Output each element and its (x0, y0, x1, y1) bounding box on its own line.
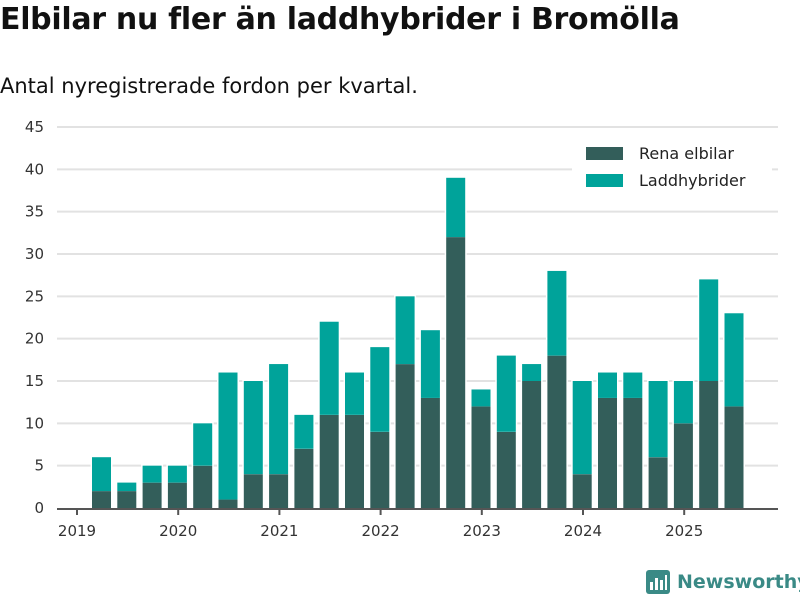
bar-laddhybrider (547, 270, 567, 356)
bar-rena-elbilar (243, 474, 263, 508)
bar-rena-elbilar (446, 237, 466, 509)
bar-rena-elbilar (724, 406, 744, 508)
bar-laddhybrider (269, 364, 289, 475)
bar-rena-elbilar (547, 355, 567, 508)
x-tick-label: 2020 (159, 522, 197, 540)
bar-laddhybrider (572, 381, 592, 475)
x-tick-label: 2024 (564, 522, 602, 540)
bar-laddhybrider (598, 372, 617, 398)
bar-laddhybrider (117, 482, 137, 492)
bar-rena-elbilar (345, 414, 364, 508)
legend-label: Laddhybrider (639, 171, 746, 190)
bar-laddhybrider (319, 321, 339, 415)
chart-subtitle: Antal nyregistrerade fordon per kvartal. (0, 74, 418, 98)
bar-rena-elbilar (269, 474, 289, 508)
bar-rena-elbilar (92, 491, 111, 508)
bar-laddhybrider (142, 465, 162, 483)
newsworthy-logo: Newsworthy (645, 569, 800, 595)
x-tick-label: 2021 (260, 522, 298, 540)
bar-rena-elbilar (142, 482, 162, 508)
bar-laddhybrider (471, 389, 491, 407)
legend-swatch (586, 147, 623, 160)
bar-rena-elbilar (395, 364, 415, 508)
y-tick-label: 5 (34, 457, 44, 475)
bar-rena-elbilar (167, 482, 187, 508)
bar-laddhybrider (522, 364, 542, 381)
bar-rena-elbilar (218, 499, 238, 508)
brand-name: Newsworthy (677, 571, 800, 593)
x-tick-label: 2025 (665, 522, 703, 540)
bar-rena-elbilar (699, 381, 719, 508)
bar-rena-elbilar (420, 397, 440, 508)
bar-laddhybrider (623, 372, 643, 398)
bar-rena-elbilar (117, 491, 137, 508)
y-tick-label: 15 (25, 372, 44, 390)
x-tick-label: 2023 (463, 522, 501, 540)
bar-laddhybrider (446, 177, 466, 238)
bar-rena-elbilar (294, 448, 314, 508)
bar-rena-elbilar (572, 474, 592, 508)
bar-laddhybrider (193, 423, 213, 466)
bar-laddhybrider (243, 381, 263, 475)
y-tick-label: 40 (25, 160, 44, 178)
x-tick-label: 2019 (58, 522, 96, 540)
bar-rena-elbilar (673, 423, 693, 508)
y-tick-label: 25 (25, 287, 44, 305)
chart-title: Elbilar nu fler än laddhybrider i Bromöl… (0, 2, 680, 37)
bar-laddhybrider (370, 347, 390, 432)
bar-laddhybrider (218, 372, 238, 500)
bar-laddhybrider (724, 313, 744, 407)
bar-rena-elbilar (319, 414, 339, 508)
bar-laddhybrider (92, 457, 111, 492)
bar-laddhybrider (673, 381, 693, 424)
bar-laddhybrider (420, 330, 440, 398)
legend-label: Rena elbilar (639, 144, 734, 163)
bar-rena-elbilar (522, 381, 542, 508)
legend-swatch (586, 174, 623, 187)
bar-rena-elbilar (598, 397, 617, 508)
x-tick-label: 2022 (362, 522, 400, 540)
bar-laddhybrider (395, 296, 415, 365)
bar-rena-elbilar (471, 406, 491, 508)
y-tick-label: 0 (34, 499, 44, 517)
bar-laddhybrider (648, 381, 668, 458)
bar-rena-elbilar (193, 465, 213, 508)
bar-rena-elbilar (370, 431, 390, 508)
bar-chart-logo-icon (646, 570, 670, 594)
y-tick-label: 35 (25, 203, 44, 221)
bar-laddhybrider (167, 465, 187, 483)
bar-rena-elbilar (648, 457, 668, 508)
bar-laddhybrider (345, 372, 364, 415)
y-tick-label: 45 (25, 118, 44, 136)
bar-laddhybrider (294, 414, 314, 449)
bar-rena-elbilar (623, 397, 643, 508)
bar-rena-elbilar (496, 431, 516, 508)
y-tick-label: 10 (25, 414, 44, 432)
bar-laddhybrider (496, 355, 516, 432)
bar-laddhybrider (699, 279, 719, 381)
y-tick-label: 30 (25, 245, 44, 263)
y-tick-label: 20 (25, 330, 44, 348)
